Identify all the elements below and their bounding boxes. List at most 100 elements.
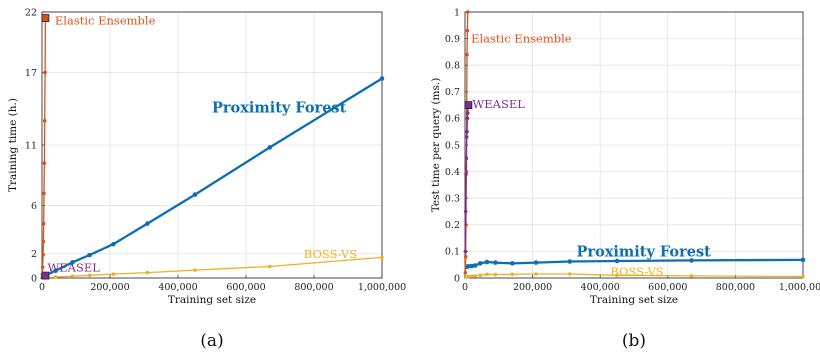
data-point-boss-vs [87, 273, 92, 278]
data-point-boss-vs [466, 274, 471, 279]
data-point-proximity-forest [466, 263, 471, 269]
chart-panel-a: 0 200,000 400,000 600,000 800,000 1,000,000 0 2… [7, 7, 406, 351]
data-point-proximity-forest [145, 221, 150, 226]
data-point-proximity-forest [689, 258, 694, 263]
series-label-elastic-ensemble: Elastic Ensemble [471, 32, 572, 46]
series-label-weasel: WEASEL [472, 97, 525, 111]
data-point-elastic-ensemble [465, 28, 470, 33]
y-tick-label: 22 [25, 7, 37, 18]
series-label-elastic-ensemble: Elastic Ensemble [55, 13, 156, 27]
y-tick-label: 0 [31, 273, 37, 284]
end-marker-weasel [41, 271, 50, 280]
y-tick-label: 0.7 [445, 87, 460, 98]
data-point-elastic-ensemble [41, 253, 45, 257]
data-point-elastic-ensemble [40, 265, 45, 269]
x-tick-label: 1,000,000 [358, 282, 406, 293]
data-point-boss-vs [111, 272, 116, 276]
data-point-boss-vs [689, 274, 694, 278]
data-point-boss-vs [801, 274, 805, 279]
data-point-boss-vs [478, 273, 483, 278]
data-point-boss-vs [380, 255, 384, 260]
y-tick-label: 17 [25, 68, 37, 79]
data-point-boss-vs [473, 274, 477, 278]
data-point-weasel [464, 172, 468, 177]
data-point-proximity-forest [472, 263, 478, 268]
data-point-proximity-forest [477, 261, 483, 266]
x-tick-label: 600,000 [226, 282, 265, 293]
y-tick-label: 6 [31, 201, 37, 212]
y-tick-label: 0.5 [445, 140, 460, 151]
data-point-proximity-forest [111, 241, 116, 247]
series-label-proximity-forest: Proximity Forest [212, 100, 347, 117]
x-tick-label: 400,000 [581, 282, 620, 293]
data-point-proximity-forest [192, 192, 198, 197]
x-tick-label: 400,000 [158, 282, 197, 293]
series-label-weasel: WEASEL [47, 261, 100, 275]
data-point-proximity-forest [614, 258, 620, 264]
data-point-weasel [465, 111, 470, 115]
data-point-proximity-forest [379, 76, 385, 81]
y-tick-label: 2 [31, 249, 37, 260]
y-axis-label: Training time (h.) [7, 98, 19, 192]
x-axis-label: Training set size [590, 294, 678, 306]
data-point-weasel [464, 156, 469, 161]
data-point-proximity-forest [800, 257, 806, 263]
data-point-proximity-forest [53, 268, 58, 274]
data-point-boss-vs [70, 274, 75, 278]
series-line-elastic-ensemble [41, 17, 47, 275]
data-point-elastic-ensemble [41, 239, 46, 244]
data-point-boss-vs [145, 270, 150, 275]
data-point-boss-vs [534, 272, 538, 276]
data-point-boss-vs [485, 272, 489, 277]
data-point-proximity-forest [70, 259, 75, 265]
series-label-boss-vs: BOSS-VS [610, 264, 663, 278]
data-point-weasel [463, 249, 468, 254]
end-marker-elastic-ensemble [41, 14, 50, 22]
y-tick-label: 0.4 [445, 167, 460, 178]
data-point-boss-vs [268, 264, 272, 269]
x-tick-label: 0 [462, 282, 468, 293]
data-point-boss-vs [493, 272, 498, 277]
chart-panel-b: 0 200,000 400,000 600,000 800,000 1,000,000 0 0… [430, 7, 820, 351]
data-point-weasel [465, 129, 469, 134]
data-point-elastic-ensemble [42, 161, 47, 165]
data-point-elastic-ensemble [42, 119, 47, 123]
data-point-proximity-forest [484, 259, 490, 265]
data-point-proximity-forest [267, 145, 273, 150]
y-tick-label: 0.1 [445, 247, 460, 258]
data-point-proximity-forest [87, 252, 92, 258]
data-point-boss-vs [567, 272, 572, 276]
x-axis-label: Training set size [168, 294, 256, 306]
data-point-weasel [463, 209, 468, 214]
series-label-proximity-forest: Proximity Forest [577, 244, 712, 261]
data-point-boss-vs [53, 275, 58, 279]
data-point-boss-vs [510, 272, 515, 277]
data-point-elastic-ensemble [41, 221, 46, 226]
data-point-proximity-forest [493, 260, 498, 265]
x-tick-label: 600,000 [648, 282, 687, 293]
y-tick-label: 0.6 [445, 114, 460, 125]
x-tick-label: 800,000 [294, 282, 333, 293]
x-tick-label: 0 [39, 282, 45, 293]
panel-caption: (a) [200, 331, 223, 351]
data-point-weasel [464, 135, 469, 139]
x-tick-label: 800,000 [716, 282, 755, 293]
data-point-weasel [465, 116, 470, 121]
end-marker-weasel [464, 101, 473, 109]
data-point-boss-vs [615, 273, 619, 278]
y-tick-label: 0.2 [445, 220, 460, 231]
data-point-proximity-forest [510, 261, 515, 266]
x-tick-label: 1,000,000 [779, 282, 820, 293]
y-tick-label: 0.8 [445, 61, 460, 72]
y-tick-label: 0.3 [445, 194, 460, 205]
data-point-elastic-ensemble [463, 270, 468, 275]
y-axis-label: Test time per query (ms.) [430, 78, 442, 213]
y-tick-label: 0 [454, 273, 460, 284]
y-tick-label: 11 [25, 140, 37, 151]
x-tick-label: 200,000 [513, 282, 552, 293]
y-tick-label: 0.9 [445, 34, 460, 45]
data-point-proximity-forest [533, 260, 539, 265]
data-point-elastic-ensemble [42, 191, 46, 196]
series-label-boss-vs: BOSS-VS [304, 247, 357, 261]
